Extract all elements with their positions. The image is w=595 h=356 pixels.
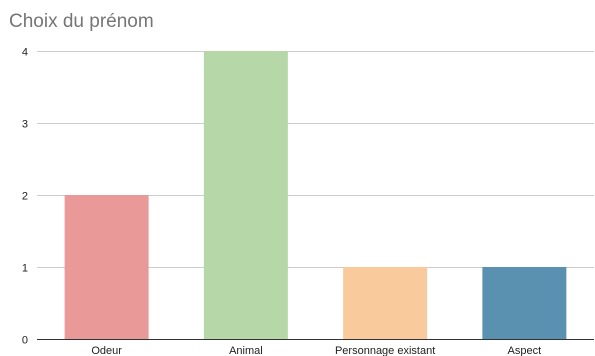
x-category-label-odeur: Odeur xyxy=(91,345,122,356)
x-axis-category-labels: Odeur Animal Personnage existant Aspect xyxy=(91,345,541,356)
y-tick-label-1: 1 xyxy=(22,263,28,275)
x-category-label-aspect: Aspect xyxy=(508,345,542,356)
bar-animal xyxy=(203,51,288,339)
x-category-label-animal: Animal xyxy=(229,345,263,356)
chart-title: Choix du prénom xyxy=(9,11,154,32)
y-tick-label-2: 2 xyxy=(22,191,28,203)
y-tick-label-3: 3 xyxy=(22,119,28,131)
bar-personnage-existant xyxy=(343,267,428,339)
x-category-label-personnage-existant: Personnage existant xyxy=(335,345,435,356)
bar-aspect xyxy=(482,267,567,339)
y-tick-label-0: 0 xyxy=(22,335,28,347)
bar-odeur xyxy=(64,195,149,339)
y-tick-label-4: 4 xyxy=(22,47,28,59)
y-axis-tick-labels: 0 1 2 3 4 xyxy=(22,47,28,347)
bars xyxy=(64,51,567,339)
